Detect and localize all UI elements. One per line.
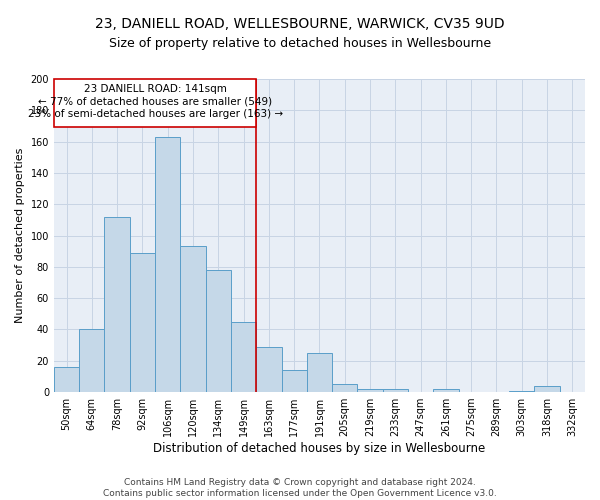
Bar — [130, 253, 155, 392]
Bar — [281, 370, 307, 392]
Bar — [155, 137, 181, 392]
Bar — [509, 390, 535, 392]
Bar — [358, 389, 383, 392]
Bar — [231, 322, 256, 392]
Bar — [104, 217, 130, 392]
Bar — [181, 246, 206, 392]
Text: Size of property relative to detached houses in Wellesbourne: Size of property relative to detached ho… — [109, 38, 491, 51]
X-axis label: Distribution of detached houses by size in Wellesbourne: Distribution of detached houses by size … — [154, 442, 485, 455]
Text: 23 DANIELL ROAD: 141sqm: 23 DANIELL ROAD: 141sqm — [83, 84, 227, 94]
Bar — [307, 353, 332, 392]
Bar — [535, 386, 560, 392]
Bar — [206, 270, 231, 392]
Bar — [433, 389, 458, 392]
Bar — [332, 384, 358, 392]
Y-axis label: Number of detached properties: Number of detached properties — [15, 148, 25, 323]
Bar — [256, 346, 281, 392]
Bar — [79, 330, 104, 392]
Bar — [54, 367, 79, 392]
Bar — [383, 389, 408, 392]
Text: 23, DANIELL ROAD, WELLESBOURNE, WARWICK, CV35 9UD: 23, DANIELL ROAD, WELLESBOURNE, WARWICK,… — [95, 18, 505, 32]
Text: Contains HM Land Registry data © Crown copyright and database right 2024.
Contai: Contains HM Land Registry data © Crown c… — [103, 478, 497, 498]
Text: ← 77% of detached houses are smaller (549): ← 77% of detached houses are smaller (54… — [38, 96, 272, 106]
Text: 23% of semi-detached houses are larger (163) →: 23% of semi-detached houses are larger (… — [28, 109, 283, 119]
